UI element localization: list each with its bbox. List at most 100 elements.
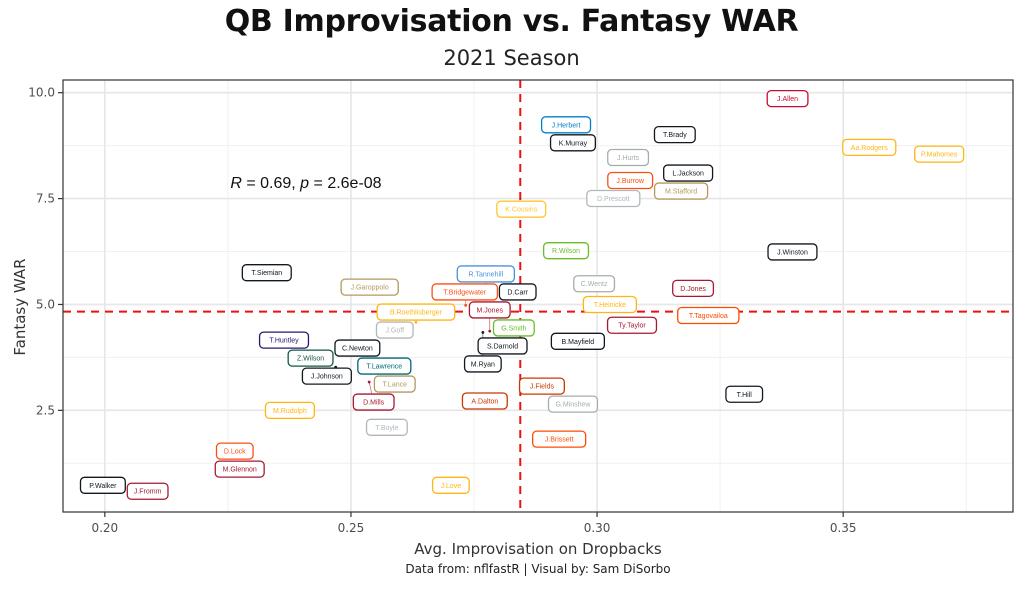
qb-point-label: T.Tagovailoa bbox=[677, 306, 740, 325]
qb-name: D.Lock bbox=[224, 449, 246, 456]
qb-name: T.Brady bbox=[663, 132, 687, 139]
x-axis-label: Avg. Improvisation on Dropbacks bbox=[414, 540, 662, 558]
qb-point-label: L.Jackson bbox=[663, 164, 714, 182]
qb-point-marker bbox=[481, 331, 485, 334]
qb-name: M.Rudolph bbox=[273, 408, 307, 415]
qb-point-label: K.Murray bbox=[549, 134, 596, 152]
qb-point-label: M.Stafford bbox=[653, 182, 709, 200]
qb-label-box bbox=[767, 243, 818, 261]
qb-point-label: K.Cousins bbox=[496, 200, 547, 218]
qb-point-label: T.Lance bbox=[373, 375, 416, 393]
chart-subtitle: 2021 Season bbox=[443, 46, 580, 70]
qb-point-label: R.Wilson bbox=[543, 242, 590, 260]
qb-name: M.Jones bbox=[477, 307, 504, 314]
qb-name: K.Murray bbox=[559, 140, 588, 147]
qb-label-box bbox=[376, 303, 456, 321]
chart-caption: Data from: nflfastR | Visual by: Sam DiS… bbox=[405, 562, 671, 576]
qb-name: D.Carr bbox=[507, 289, 528, 296]
qb-point-label: C.Wentz bbox=[573, 275, 616, 293]
qb-name: C.Newton bbox=[342, 346, 373, 353]
qb-point-label: D.Lock bbox=[215, 442, 254, 460]
qb-point-label: A.Dalton bbox=[461, 392, 508, 410]
x-tick-label: 0.30 bbox=[584, 521, 611, 535]
correlation-annotation: R = 0.69, p = 2.6e-08 bbox=[230, 175, 381, 192]
qb-point-label: P.Walker bbox=[79, 476, 126, 494]
qb-label-box bbox=[258, 331, 310, 349]
qb-label-box bbox=[456, 265, 516, 283]
qb-name: G.Smith bbox=[501, 325, 526, 332]
qb-point-marker bbox=[367, 380, 371, 384]
qb-name: T.Tagovailoa bbox=[689, 313, 728, 320]
qb-label-box bbox=[549, 134, 596, 152]
qb-name: S.Darnold bbox=[487, 343, 518, 350]
qb-label-box bbox=[607, 171, 654, 190]
qb-point-label: B.Mayfield bbox=[550, 332, 606, 350]
qb-name: Ty.Taylor bbox=[618, 323, 646, 330]
qb-label-box bbox=[126, 482, 169, 500]
qb-point-marker bbox=[414, 320, 418, 324]
qb-label-box bbox=[532, 430, 587, 448]
qb-label-box bbox=[550, 332, 606, 350]
qb-name: L.Jackson bbox=[672, 171, 704, 178]
r-value: 0.69 bbox=[260, 175, 291, 192]
qb-label-box bbox=[241, 264, 292, 282]
qb-name: T.Bridgewater bbox=[443, 289, 486, 296]
p-value: 2.6e-08 bbox=[327, 175, 381, 192]
qb-label-box bbox=[766, 89, 809, 108]
x-axis: 0.20 0.25 0.30 0.35 bbox=[91, 512, 857, 535]
qb-point-label: J.Herbert bbox=[540, 116, 592, 134]
qb-name: Aa.Rodgers bbox=[851, 145, 888, 152]
qb-label-box bbox=[215, 442, 254, 460]
qb-point-label: M.Glennon bbox=[214, 460, 265, 478]
qb-name: J.Goff bbox=[385, 328, 404, 335]
qb-point-label: D.Mills bbox=[352, 393, 395, 411]
qb-name: D.Mills bbox=[363, 400, 384, 407]
qb-label-box bbox=[653, 182, 709, 200]
qb-label-box bbox=[725, 385, 764, 403]
qb-name: T.Hill bbox=[737, 392, 753, 399]
qb-point-label: J.Brissett bbox=[532, 430, 587, 448]
qb-point-label: J.Love bbox=[431, 476, 470, 494]
qb-point-label: Aa.Rodgers bbox=[842, 138, 897, 156]
qb-label-box bbox=[431, 476, 470, 494]
qb-point-label: M.Ryan bbox=[463, 355, 502, 373]
qb-name: P.Mahomes bbox=[921, 152, 958, 159]
qb-point-label: T.Hill bbox=[725, 385, 764, 403]
qb-label-box bbox=[492, 319, 535, 337]
qb-name: G.Minshew bbox=[555, 402, 591, 409]
qb-label-box bbox=[677, 306, 740, 325]
qb-point-label: T.Boyle bbox=[365, 418, 408, 436]
qb-label-box bbox=[357, 357, 412, 375]
qb-name: C.Wentz bbox=[581, 281, 608, 288]
y-axis: 2.5 5.0 7.5 10.0 bbox=[28, 86, 63, 417]
qb-point-label: S.Darnold bbox=[477, 337, 528, 355]
qb-point-label: M.Rudolph bbox=[264, 401, 316, 420]
qb-point-label: J.Johnson bbox=[301, 367, 352, 385]
qb-label-box bbox=[301, 367, 352, 385]
major-gridlines bbox=[63, 80, 1013, 512]
qb-label-box bbox=[672, 279, 715, 298]
qb-name: T.Huntley bbox=[269, 338, 299, 345]
qb-name: M.Stafford bbox=[665, 189, 697, 196]
qb-point-label: M.Jones bbox=[468, 301, 511, 319]
qb-name: Z.Wilson bbox=[297, 356, 324, 363]
qb-point-label: J.Goff bbox=[375, 321, 414, 339]
qb-name: J.Fromm bbox=[134, 489, 162, 496]
qb-label-box bbox=[573, 275, 616, 293]
qb-label-box bbox=[842, 138, 897, 156]
qb-point-label: T.Brady bbox=[653, 125, 696, 144]
qb-label-box bbox=[375, 321, 414, 339]
qb-point-label: R.Tannehill bbox=[456, 265, 516, 283]
y-tick-label: 7.5 bbox=[36, 192, 55, 206]
qb-label-box bbox=[287, 349, 334, 367]
qb-label-box bbox=[365, 418, 408, 436]
qb-name: J.Brissett bbox=[545, 437, 574, 444]
qb-point-label: G.Minshew bbox=[547, 395, 599, 413]
qb-label-box bbox=[373, 375, 416, 393]
qb-label-box bbox=[607, 148, 650, 167]
qb-point-marker bbox=[464, 303, 468, 307]
plot-border bbox=[62, 79, 1014, 513]
y-tick-label: 5.0 bbox=[36, 297, 55, 311]
qb-name: J.Allen bbox=[777, 96, 798, 103]
